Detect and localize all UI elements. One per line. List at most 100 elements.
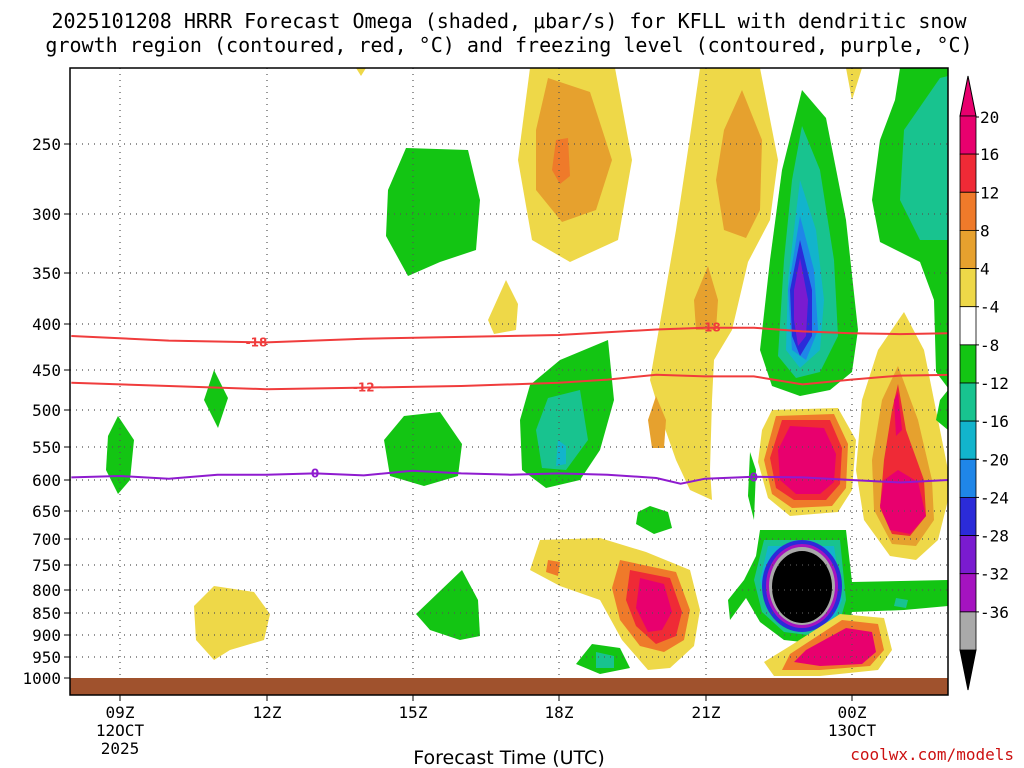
omega-shade-orange-column [716, 90, 762, 238]
omega-shade-yellow-small [488, 280, 518, 334]
y-tick: 1000 [22, 669, 70, 688]
colorbar-bottom-arrow [959, 649, 977, 691]
contour-label: 0 [750, 470, 758, 484]
omega-shade-green-dot-20z [636, 506, 672, 534]
omega-shade-green-thin-22z [748, 452, 756, 520]
colorbar-cell [959, 573, 977, 613]
y-tick: 250 [32, 135, 70, 154]
gridlines [70, 68, 948, 695]
y-tick: 900 [32, 626, 70, 645]
colorbar-cell [959, 344, 977, 384]
y-axis: 250 300 350 400 450 500 550 600 650 700 … [22, 135, 70, 688]
y-tick-label: 700 [32, 530, 61, 549]
colorbar-cell [959, 535, 977, 575]
y-tick: 600 [32, 471, 70, 490]
y-tick-label: 500 [32, 401, 61, 420]
y-tick-label: 350 [32, 264, 61, 283]
x-tick: 00Z 13OCT [828, 695, 877, 740]
contour-label: -18 [699, 321, 721, 335]
contour-line-dgz-top [71, 326, 948, 344]
colorbar-label: 8 [980, 221, 990, 240]
x-tick-label: 18Z [545, 703, 574, 722]
omega-shade-purple-tower [794, 258, 808, 346]
y-tick: 400 [32, 315, 70, 334]
y-tick: 300 [32, 205, 70, 224]
plot-frame [69, 67, 949, 696]
y-tick-label: 850 [32, 604, 61, 623]
colorbar-cells [959, 115, 977, 651]
x-tick-year: 2025 [101, 739, 140, 758]
colorbar-label: -20 [980, 450, 1009, 469]
y-tick: 850 [32, 604, 70, 623]
colorbar-label: -28 [980, 527, 1009, 546]
x-tick: 18Z [545, 695, 574, 722]
y-tick-label: 600 [32, 471, 61, 490]
x-tick: 15Z [399, 695, 428, 722]
contour-label: -18 [246, 335, 268, 349]
contour-label: 0 [311, 466, 319, 480]
contour-line-dgz-bottom [71, 373, 948, 391]
colorbar: 20 16 12 8 4 -4 -8 -12 -16 -20 -24 -28 -32 -36 [959, 75, 1009, 691]
y-tick: 650 [32, 502, 70, 521]
x-axis-title: Forecast Time (UTC) [413, 747, 604, 768]
colorbar-labels: 20 16 12 8 4 -4 -8 -12 -16 -20 -24 -28 -32 -36 [976, 108, 1009, 622]
omega-shade-green-16z-low [416, 570, 480, 640]
colorbar-label: -24 [980, 488, 1009, 507]
colorbar-cell [959, 229, 977, 269]
y-tick: 750 [32, 556, 70, 575]
x-tick-label: 15Z [399, 703, 428, 722]
y-tick-label: 550 [32, 438, 61, 457]
chart-title-line-1: 2025101208 HRRR Forecast Omega (shaded, … [51, 9, 967, 33]
y-tick-label: 750 [32, 556, 61, 575]
y-tick-label: 450 [32, 361, 61, 380]
y-tick-label: 400 [32, 315, 61, 334]
colorbar-cell [959, 115, 977, 155]
colorbar-label: -32 [980, 565, 1009, 584]
omega-shading [106, 68, 948, 676]
omega-shade-orange-upper [536, 78, 612, 222]
y-tick-label: 950 [32, 648, 61, 667]
y-tick-label: 900 [32, 626, 61, 645]
colorbar-top-arrow [959, 75, 977, 117]
colorbar-cell [959, 420, 977, 460]
omega-shade-red-upper [552, 138, 570, 184]
omega-shade-orange-18z-spot [546, 560, 560, 576]
credit-text: coolwx.com/models [850, 745, 1014, 764]
x-tick-label: 09Z [106, 703, 135, 722]
omega-shade-yellow-top-dot [356, 68, 366, 76]
colorbar-cell [959, 496, 977, 536]
y-tick-label: 250 [32, 135, 61, 154]
omega-shade-black-core-23z [772, 551, 832, 623]
x-tick: 21Z [692, 695, 721, 722]
y-tick: 700 [32, 530, 70, 549]
omega-shade-green-upper [386, 148, 480, 276]
omega-shade-yellow-11z-low [194, 586, 270, 660]
colorbar-cell [959, 382, 977, 422]
contour-line-freezing-level [71, 469, 948, 485]
colorbar-label: 20 [980, 108, 999, 127]
colorbar-label: 16 [980, 145, 999, 164]
x-tick-date: 12OCT [96, 721, 145, 740]
colorbar-cell [959, 153, 977, 193]
ground-strip [70, 678, 948, 695]
omega-shade-magenta-23z-mid [778, 426, 836, 494]
colorbar-cell [959, 268, 977, 308]
colorbar-label: 12 [980, 183, 999, 202]
contour-layer [71, 326, 948, 485]
omega-shade-green-15z-mid [384, 412, 462, 486]
x-tick-date: 13OCT [828, 721, 877, 740]
y-tick-label: 1000 [22, 669, 61, 688]
contour-label: -12 [353, 381, 375, 395]
colorbar-label: -8 [980, 336, 999, 355]
omega-shade-yellow-top-right-dot [846, 68, 862, 100]
contour-label-layer: -18 -18 -12 0 0 [246, 321, 758, 485]
omega-shade-orange-column-low [648, 396, 666, 448]
colorbar-label: -16 [980, 412, 1009, 431]
omega-shade-green-right-edge [936, 390, 948, 430]
colorbar-label: -4 [980, 298, 999, 317]
y-tick-label: 800 [32, 581, 61, 600]
colorbar-cell [959, 191, 977, 231]
y-tick-label: 300 [32, 205, 61, 224]
y-tick: 500 [32, 401, 70, 420]
